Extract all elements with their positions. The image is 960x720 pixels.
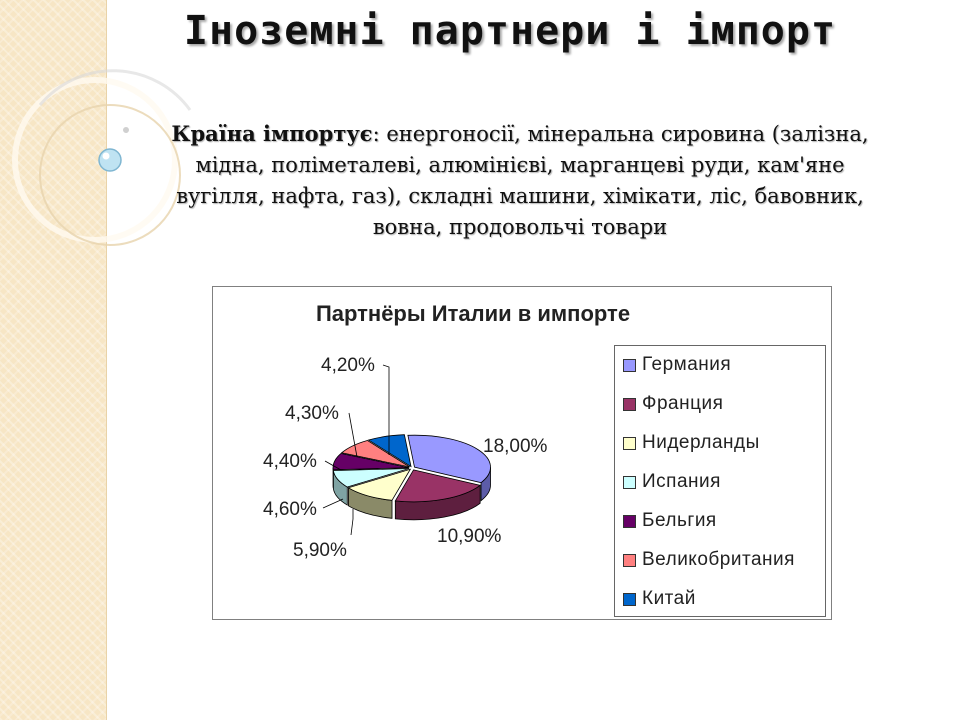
leader-line-4	[322, 498, 344, 509]
legend-item: Китай	[623, 586, 696, 612]
pie-slice-4	[332, 468, 410, 488]
legend-label: Испания	[642, 471, 721, 492]
description-text: Країна імпортує: енергоносії, мінеральна…	[150, 118, 890, 243]
legend-label: Нидерланды	[642, 432, 760, 453]
legend-item: Испания	[623, 469, 721, 495]
pie-slice-5	[332, 452, 410, 471]
leader-line-6	[348, 412, 358, 458]
legend-item: Германия	[623, 352, 731, 378]
pie-slice-6	[340, 440, 410, 468]
legend-label: Великобритания	[642, 549, 795, 570]
legend-swatch	[623, 475, 636, 489]
legend-item: Франция	[623, 391, 723, 417]
legend-swatch	[623, 514, 636, 528]
legend-label: Бельгия	[642, 510, 717, 531]
bubble-decoration	[98, 148, 122, 172]
page-title: Іноземні партнери і імпорт	[183, 8, 837, 54]
legend-item: Великобритания	[623, 547, 795, 573]
legend-swatch	[623, 553, 636, 567]
pie-chart: Партнёры Италии в импорте Германия Франци…	[212, 286, 832, 620]
leader-line-5	[324, 460, 342, 471]
chart-title: Партнёры Италии в импорте	[315, 301, 631, 326]
pie-slice-1	[407, 434, 491, 484]
legend-item: Бельгия	[623, 508, 717, 534]
legend-swatch	[623, 592, 636, 606]
pie-slice-3	[347, 468, 412, 501]
pie-slice-7	[367, 434, 412, 468]
data-label-4: 4,60%	[263, 499, 317, 520]
data-label-5: 4,40%	[263, 451, 317, 472]
legend-swatch	[623, 358, 636, 372]
decorative-rings	[12, 69, 192, 246]
leader-line-7	[382, 364, 390, 455]
pie-slice-2	[394, 469, 482, 503]
data-label-3: 5,90%	[293, 540, 347, 561]
data-label-6: 4,30%	[285, 403, 339, 424]
data-label-2: 10,90%	[437, 526, 502, 547]
description-lead: Країна імпортує	[171, 121, 373, 146]
data-label-1: 18,00%	[483, 436, 548, 457]
description-body: : енергоносії, мінеральна сировина (залі…	[176, 122, 869, 239]
legend-swatch	[623, 436, 636, 450]
leader-line-3	[350, 509, 354, 536]
legend-label: Китай	[642, 588, 696, 609]
decorative-side-band	[0, 0, 107, 720]
legend-swatch	[623, 397, 636, 411]
legend-label: Германия	[642, 354, 732, 375]
data-label-7: 4,20%	[321, 355, 375, 376]
legend-item: Нидерланды	[623, 430, 760, 456]
chart-legend: Германия Франция Нидерланды Испания Бельгия В…	[614, 345, 826, 617]
legend-label: Франция	[642, 393, 724, 414]
pie-chart-canvas	[322, 364, 491, 536]
